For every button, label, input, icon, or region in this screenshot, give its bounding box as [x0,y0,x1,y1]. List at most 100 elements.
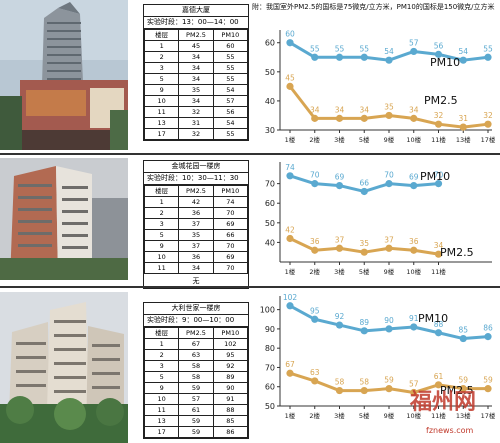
x-tick-label: 9楼 [384,135,395,144]
table-cell: 58 [178,371,214,383]
table-cell: 45 [178,40,214,52]
table-title: 大利世家一楼房 [144,303,248,315]
x-tick-label: 17楼 [481,135,496,144]
x-tick-label: 2楼 [309,411,320,420]
table-time: 实验时段：9：00—10：00 [144,315,248,327]
y-tick-label: 50 [265,68,275,77]
x-tick-label: 13楼 [456,411,471,420]
table-title: 金城花园一楼房 [144,161,248,173]
data-point [434,50,443,58]
series-label: PM2.5 [440,246,474,259]
data-point [484,333,492,341]
series-label: PM10 [418,312,448,325]
table-cell: 1 [143,196,180,208]
data-label: 70 [434,171,444,180]
data-label: 36 [409,237,419,246]
data-point [410,47,418,56]
table-row: 13 31 54 [143,117,249,129]
table-cell: 37 [178,240,214,252]
table-cell: 3 [143,360,180,372]
standard-note: 附：我国室外PM2.5的国标是75微克/立方米，PM10的国标是150微克/立方… [252,3,495,11]
table-row: 10 36 69 [143,251,249,263]
x-tick-label: 17楼 [481,411,496,420]
table-cell: 32 [178,106,214,118]
data-point [410,246,418,254]
data-point [385,56,393,64]
data-label: 37 [335,235,345,244]
table-row: 11 34 70 [143,262,249,274]
x-tick-label: 11楼 [431,411,446,420]
y-tick-label: 30 [265,126,275,135]
col-header: PM10 [212,327,249,339]
table-cell: 35 [178,84,214,96]
table-cell: 36 [178,251,214,263]
y-tick-label: 60 [265,39,275,48]
table-cell: 9 [143,84,180,96]
y-tick-label: 70 [265,363,275,372]
col-header: PM2.5 [178,327,214,339]
x-tick-label: 5楼 [359,135,370,144]
table-cell: 86 [212,426,249,438]
data-label: 55 [335,44,345,53]
table-grid: 楼层 PM2.5 PM10 1 45 60 2 34 55 3 34 55 5 34 55 9 35 54 1… [143,29,249,140]
table-cell: 10 [143,393,180,405]
data-label: 57 [409,38,419,47]
col-header: 楼层 [143,327,180,339]
table-row: 5 58 89 [143,371,249,383]
data-point [286,82,294,90]
x-tick-label: 10楼 [406,267,421,276]
table-cell: 54 [212,117,249,129]
table-row: 3 34 55 [143,62,249,74]
table-cell: 31 [178,117,214,129]
y-tick-label: 80 [265,344,275,353]
series-label: PM10 [420,170,450,183]
data-point [459,56,467,64]
table-cell: 55 [212,62,249,74]
table-row: 2 34 55 [143,51,249,63]
data-point [360,327,368,335]
data-point [410,323,418,331]
x-tick-label: 11楼 [431,267,446,276]
data-label: 42 [285,225,295,234]
data-label: 45 [285,73,295,82]
table-cell: 36 [178,207,214,219]
data-label: 35 [384,102,394,111]
data-point [311,246,319,254]
x-tick-label: 9楼 [384,267,395,276]
data-label: 55 [310,44,320,53]
data-label: 67 [285,360,295,369]
data-label: 32 [434,111,444,120]
table-cell: 11 [143,106,180,118]
table-cell: 95 [212,349,249,361]
data-label: 66 [359,178,369,187]
data-label: 32 [483,111,493,120]
data-label: 34 [359,105,369,114]
table-cell: 2 [143,207,180,219]
table-row: 11 61 88 [143,404,249,416]
data-label: 91 [409,314,419,323]
data-label: 56 [434,41,444,50]
table-title: 嘉德大厦 [144,5,248,17]
building-photo-3 [0,292,128,443]
table-row: 11 32 56 [143,106,249,118]
site-url: fznews.com [426,426,474,435]
table-row: 9 35 54 [143,84,249,96]
data-point [311,377,319,385]
table-cell: 74 [212,196,249,208]
building-photo-1 [0,0,128,150]
y-tick-label: 70 [265,180,275,189]
y-tick-label: 100 [260,306,275,315]
x-tick-label: 1楼 [285,267,296,276]
table-cell: 5 [143,73,180,85]
table-cell: 59 [178,382,214,394]
data-label: 61 [434,372,444,381]
data-point [335,114,344,122]
table-row: 10 34 57 [143,95,249,107]
data-label: 86 [483,324,493,333]
data-point [360,114,368,122]
table-cell: 85 [212,415,249,427]
col-header: 楼层 [143,29,180,41]
table-cell: 34 [178,62,214,74]
data-label: 34 [434,241,444,250]
data-point [286,302,294,310]
